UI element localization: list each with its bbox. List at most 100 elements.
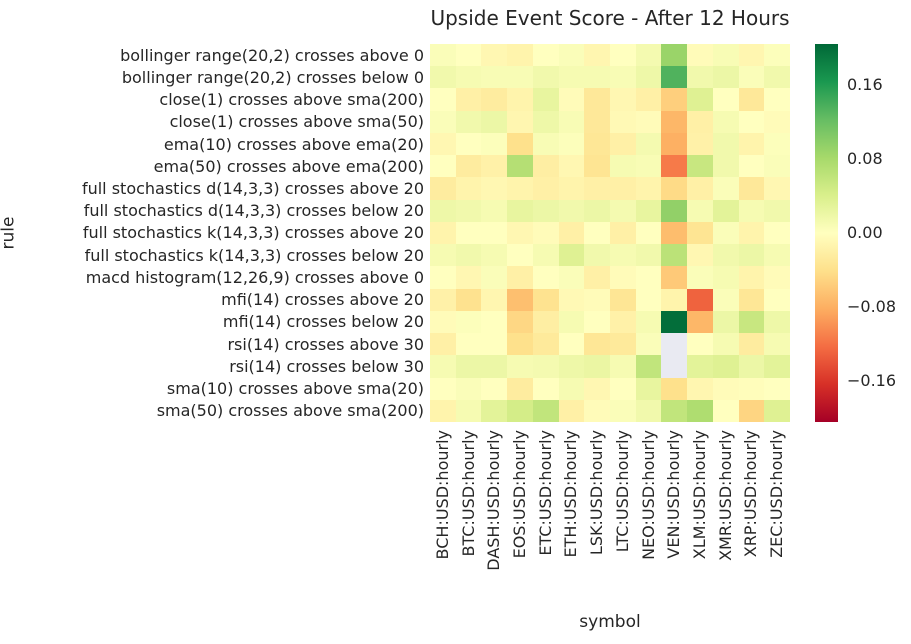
heatmap-cell [507, 266, 533, 289]
heatmap-cell [738, 132, 765, 156]
chart-title: Upside Event Score - After 12 Hours [430, 6, 790, 30]
heatmap-cell [661, 155, 688, 178]
heatmap-cell [661, 244, 688, 267]
heatmap-cell [481, 155, 508, 178]
heatmap-cell [455, 266, 482, 289]
heatmap-cell [584, 155, 610, 178]
heatmap-cell [635, 355, 662, 378]
heatmap-cell [481, 266, 508, 289]
heatmap-cell [609, 221, 636, 245]
y-tick-label: close(1) crosses above sma(200) [159, 90, 424, 110]
heatmap-cell [609, 266, 636, 289]
heatmap-cell [687, 44, 713, 67]
heatmap-cell [712, 333, 739, 356]
x-tick-label: BCH:USD:hourly [432, 430, 452, 560]
heatmap-cell [584, 377, 610, 400]
heatmap-cell [430, 44, 456, 67]
heatmap-cell [507, 132, 533, 156]
heatmap-cell [558, 355, 585, 378]
heatmap-cell [687, 399, 713, 422]
heatmap-cell [430, 377, 456, 400]
heatmap-cell [609, 155, 636, 178]
heatmap-cell [430, 333, 456, 356]
heatmap-cell [687, 88, 713, 111]
heatmap-cell [635, 199, 662, 222]
heatmap-cell [738, 221, 765, 245]
x-tick-label-wrap: BTC:USD:hourly [459, 430, 479, 610]
x-tick-label: XRP:USD:hourly [741, 430, 761, 558]
heatmap-cell [430, 66, 456, 89]
heatmap-cell [687, 377, 713, 400]
heatmap-cell [738, 199, 765, 222]
x-tick-label-wrap: LSK:USD:hourly [587, 430, 607, 610]
heatmap-cell [609, 377, 636, 400]
heatmap-cell [558, 44, 585, 67]
heatmap-cell [430, 177, 456, 200]
x-tick-label-wrap: LTC:USD:hourly [613, 430, 633, 610]
heatmap-cell [712, 266, 739, 289]
heatmap-cell [532, 399, 559, 422]
heatmap-cell [455, 155, 482, 178]
heatmap-cell [738, 44, 765, 67]
heatmap-cell [558, 333, 585, 356]
heatmap-cell [455, 377, 482, 400]
heatmap-cell [635, 310, 662, 334]
heatmap-cell [532, 288, 559, 311]
x-tick-label-wrap: EOS:USD:hourly [510, 430, 530, 610]
y-tick-label: full stochastics d(14,3,3) crosses below… [83, 201, 424, 221]
heatmap-cell [532, 155, 559, 178]
y-tick-label: sma(50) crosses above sma(200) [156, 401, 424, 421]
heatmap-cell [764, 399, 790, 422]
heatmap-cell [687, 110, 713, 133]
heatmap-cell [532, 199, 559, 222]
heatmap-cell [455, 132, 482, 156]
heatmap-cell [764, 177, 790, 200]
heatmap-cell [584, 399, 610, 422]
heatmap-cell [507, 110, 533, 133]
heatmap-cell [635, 66, 662, 89]
heatmap-cell [455, 355, 482, 378]
heatmap-cell [481, 177, 508, 200]
heatmap-cell [764, 266, 790, 289]
heatmap-cell [661, 110, 688, 133]
heatmap-cell [481, 333, 508, 356]
heatmap-cell [609, 333, 636, 356]
heatmap-cell [507, 221, 533, 245]
heatmap-cell [635, 110, 662, 133]
heatmap-cell [635, 88, 662, 111]
heatmap-cell [584, 288, 610, 311]
colorbar-tick-label: 0.08 [847, 149, 883, 169]
y-tick-label: full stochastics d(14,3,3) crosses above… [81, 179, 424, 199]
heatmap-cell [738, 88, 765, 111]
heatmap-cell [635, 132, 662, 156]
y-tick-label: ema(50) crosses above ema(200) [153, 156, 424, 176]
heatmap-cell [481, 88, 508, 111]
heatmap-cell [584, 177, 610, 200]
heatmap-cell [687, 132, 713, 156]
heatmap-cell [558, 155, 585, 178]
heatmap-cell [532, 355, 559, 378]
heatmap-cell [609, 310, 636, 334]
x-tick-label-wrap: XRP:USD:hourly [741, 430, 761, 610]
x-axis-label: symbol [579, 612, 641, 632]
heatmap-cell [558, 266, 585, 289]
heatmap-cell [635, 244, 662, 267]
heatmap-cell [687, 221, 713, 245]
heatmap-cell [661, 377, 688, 400]
heatmap-cell [661, 355, 688, 378]
x-tick-label: XMR:USD:hourly [715, 430, 735, 561]
heatmap-cell [481, 310, 508, 334]
heatmap-cell [455, 199, 482, 222]
heatmap-cell [687, 199, 713, 222]
x-tick-label: BTC:USD:hourly [458, 430, 478, 557]
heatmap-cell [635, 399, 662, 422]
y-tick-label: full stochastics k(14,3,3) crosses below… [84, 245, 424, 265]
heatmap-cell [507, 288, 533, 311]
heatmap-cell [738, 310, 765, 334]
heatmap-cell [584, 310, 610, 334]
heatmap-cell [507, 155, 533, 178]
heatmap-cell [738, 377, 765, 400]
heatmap-cell [687, 155, 713, 178]
heatmap-cell [532, 66, 559, 89]
